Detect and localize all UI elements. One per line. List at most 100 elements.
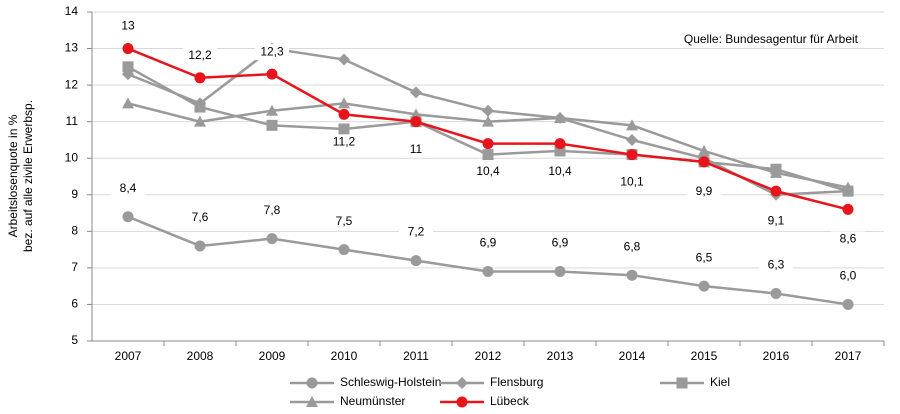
y-axis-label: Arbeitslosenquote in % bbox=[6, 114, 20, 237]
point bbox=[482, 138, 494, 150]
label-bg bbox=[759, 213, 793, 230]
label-bg bbox=[831, 231, 865, 248]
point bbox=[266, 68, 278, 80]
point bbox=[626, 269, 638, 281]
legend-label: Lübeck bbox=[490, 394, 530, 408]
point bbox=[482, 149, 494, 161]
point bbox=[122, 97, 134, 109]
point bbox=[122, 61, 134, 73]
point bbox=[194, 101, 206, 113]
point bbox=[266, 119, 278, 131]
label-bg bbox=[327, 134, 361, 151]
point bbox=[482, 266, 494, 278]
value-label: 8,4 bbox=[120, 181, 137, 195]
value-label: 6,5 bbox=[696, 250, 713, 264]
point bbox=[698, 280, 710, 292]
label-bg bbox=[399, 224, 433, 241]
point bbox=[626, 149, 638, 161]
point bbox=[266, 233, 278, 245]
value-label: 9,9 bbox=[696, 184, 713, 198]
point bbox=[554, 145, 566, 157]
point bbox=[554, 112, 566, 124]
value-label: 6,9 bbox=[552, 236, 569, 250]
x-tick-label: 2014 bbox=[619, 349, 646, 363]
label-bg bbox=[543, 235, 577, 252]
x-tick-label: 2016 bbox=[763, 349, 790, 363]
legend-marker bbox=[306, 396, 318, 407]
label-bg bbox=[327, 213, 361, 230]
y-tick-label: 9 bbox=[71, 187, 78, 201]
y-tick-label: 10 bbox=[65, 150, 79, 164]
y-tick-label: 8 bbox=[71, 224, 78, 238]
x-tick-label: 2007 bbox=[115, 349, 142, 363]
point bbox=[842, 203, 854, 215]
label-bg bbox=[687, 183, 721, 200]
point bbox=[410, 255, 422, 267]
value-label: 10,4 bbox=[548, 164, 572, 178]
point bbox=[122, 211, 134, 223]
label-bg bbox=[615, 239, 649, 256]
x-tick-label: 2013 bbox=[547, 349, 574, 363]
y-tick-label: 11 bbox=[66, 114, 79, 128]
point bbox=[482, 115, 494, 127]
value-label: 11,2 bbox=[333, 135, 356, 149]
value-label: 6,8 bbox=[624, 239, 641, 253]
label-bg bbox=[111, 180, 145, 197]
point bbox=[770, 287, 782, 299]
x-tick-label: 2011 bbox=[403, 349, 429, 363]
point bbox=[626, 119, 638, 131]
point bbox=[698, 156, 710, 168]
legend-label: Flensburg bbox=[490, 375, 543, 389]
legend-label: Neumünster bbox=[340, 394, 405, 408]
label-bg bbox=[255, 202, 289, 219]
x-tick-label: 2015 bbox=[691, 349, 718, 363]
value-label: 7,8 bbox=[264, 203, 281, 217]
label-bg bbox=[183, 47, 217, 64]
point bbox=[554, 138, 566, 150]
point bbox=[842, 298, 854, 310]
point bbox=[410, 116, 422, 128]
value-label: 12,3 bbox=[260, 44, 284, 58]
annotation: Quelle: Bundesagentur für Arbeit bbox=[684, 32, 859, 46]
legend-marker bbox=[306, 377, 318, 389]
value-label: 7,2 bbox=[408, 225, 425, 239]
value-label: 8,6 bbox=[840, 232, 857, 246]
value-label: 10,1 bbox=[620, 175, 644, 189]
y-axis-label: bez. auf alle zivile Erwerbsp. bbox=[21, 100, 35, 252]
series-line bbox=[127, 215, 849, 306]
point bbox=[338, 244, 350, 256]
x-tick-label: 2012 bbox=[475, 349, 502, 363]
label-bg bbox=[255, 44, 289, 61]
point bbox=[194, 115, 206, 127]
legend-marker bbox=[456, 377, 468, 389]
series-line bbox=[127, 47, 849, 211]
label-bg bbox=[759, 257, 793, 274]
y-tick-label: 13 bbox=[65, 41, 79, 55]
point bbox=[338, 108, 350, 120]
point bbox=[338, 123, 350, 135]
point bbox=[770, 166, 782, 178]
x-tick-label: 2010 bbox=[331, 349, 358, 363]
point bbox=[122, 43, 134, 55]
value-label: 11 bbox=[410, 142, 423, 156]
point bbox=[338, 53, 350, 66]
value-label: 12,2 bbox=[188, 48, 212, 62]
point bbox=[266, 104, 278, 116]
label-bg bbox=[615, 174, 649, 191]
value-label: 10,4 bbox=[476, 164, 500, 178]
point bbox=[194, 240, 206, 252]
value-label: 9,1 bbox=[768, 213, 785, 227]
point bbox=[410, 86, 422, 99]
point bbox=[770, 185, 782, 197]
y-tick-label: 14 bbox=[65, 4, 79, 18]
value-label: 6,0 bbox=[840, 269, 857, 283]
legend-marker bbox=[456, 396, 468, 408]
value-label: 6,3 bbox=[768, 258, 785, 272]
y-tick-label: 12 bbox=[65, 77, 79, 91]
point bbox=[482, 104, 494, 117]
legend-label: Kiel bbox=[710, 375, 730, 389]
label-bg bbox=[687, 250, 721, 267]
y-tick-label: 7 bbox=[71, 260, 78, 274]
label-bg bbox=[543, 163, 577, 180]
